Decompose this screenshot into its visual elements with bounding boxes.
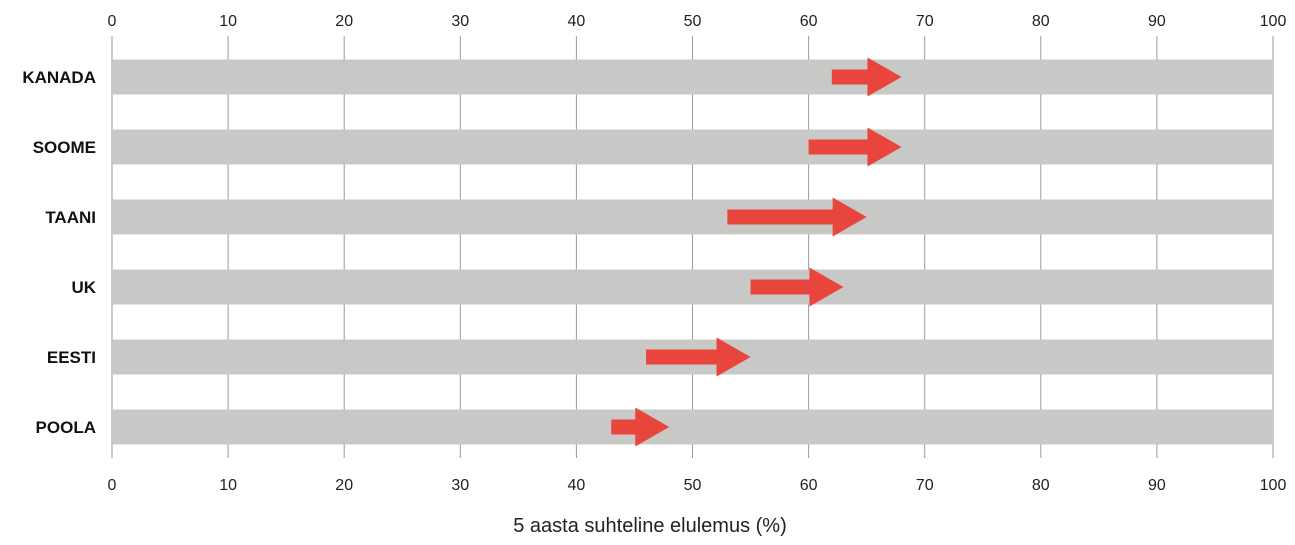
grid-lines	[111, 36, 1274, 458]
tick-label-bottom: 10	[219, 477, 237, 494]
change-arrow	[611, 407, 670, 447]
background-bar	[112, 59, 1273, 95]
category-label: KANADA	[22, 68, 96, 87]
tick-label-top: 90	[1148, 13, 1166, 30]
tick-label-top: 40	[568, 13, 586, 30]
background-bar	[112, 409, 1273, 445]
tick-label-top: 20	[335, 13, 353, 30]
background-bar	[112, 199, 1273, 235]
arrows	[611, 57, 902, 447]
tick-label-bottom: 20	[335, 477, 353, 494]
bottom-tick-labels: 0 10 20 30 40 50 60 70 80 90 100	[108, 477, 1287, 494]
category-label: POOLA	[36, 418, 96, 437]
tick-label-bottom: 60	[800, 477, 818, 494]
change-arrow	[646, 337, 751, 377]
tick-label-bottom: 50	[684, 477, 702, 494]
background-bar	[112, 269, 1273, 305]
tick-label-top: 0	[108, 13, 117, 30]
tick-label-top: 50	[684, 13, 702, 30]
tick-label-top: 30	[451, 13, 469, 30]
x-axis-label: 5 aasta suhteline elulemus (%)	[513, 515, 786, 537]
category-label: UK	[71, 278, 96, 297]
tick-label-top: 100	[1260, 13, 1287, 30]
tick-label-bottom: 70	[916, 477, 934, 494]
category-label: SOOME	[33, 138, 96, 157]
tick-label-bottom: 40	[568, 477, 586, 494]
tick-label-bottom: 90	[1148, 477, 1166, 494]
change-arrow	[808, 127, 902, 167]
category-labels: KANADA SOOME TAANI UK EESTI POOLA	[22, 68, 96, 437]
top-tick-labels: 0 10 20 30 40 50 60 70 80 90 100	[108, 13, 1287, 30]
category-label: EESTI	[47, 348, 96, 367]
tick-label-bottom: 100	[1260, 477, 1287, 494]
tick-label-bottom: 0	[108, 477, 117, 494]
background-bar	[112, 129, 1273, 165]
tick-label-top: 70	[916, 13, 934, 30]
change-arrow	[831, 57, 902, 97]
tick-label-bottom: 80	[1032, 477, 1050, 494]
tick-label-bottom: 30	[451, 477, 469, 494]
change-arrow	[727, 197, 867, 237]
tick-label-top: 80	[1032, 13, 1050, 30]
category-label: TAANI	[45, 208, 96, 227]
tick-label-top: 10	[219, 13, 237, 30]
change-arrow	[750, 267, 844, 307]
tick-label-top: 60	[800, 13, 818, 30]
